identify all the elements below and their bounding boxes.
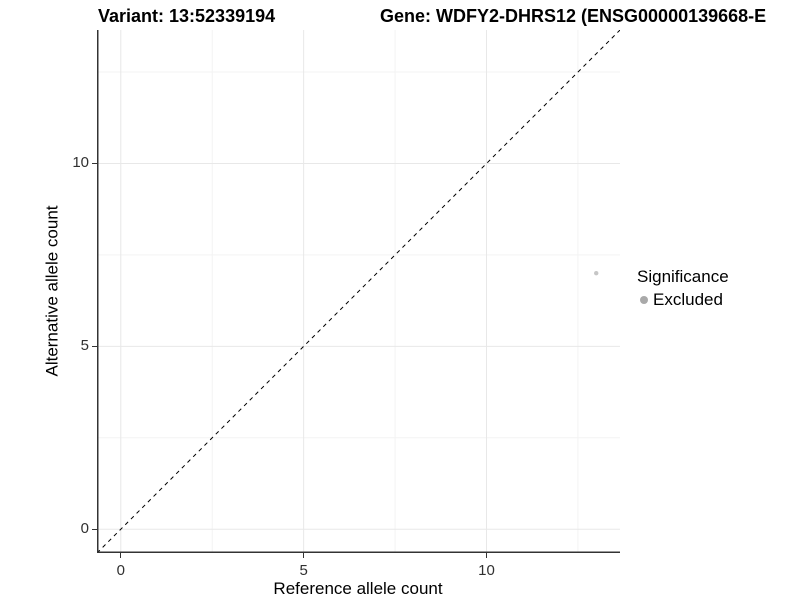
- gene-title: Gene: WDFY2-DHRS12 (ENSG00000139668-E: [380, 6, 767, 26]
- x-tick-mark: [120, 553, 122, 558]
- legend: Significance Excluded: [637, 267, 729, 310]
- legend-key-dot-icon: [640, 296, 648, 304]
- y-axis-label: Alternative allele count: [42, 205, 62, 377]
- y-tick-label: 10: [72, 154, 89, 172]
- legend-item-label: Excluded: [653, 290, 723, 309]
- y-tick-mark: [92, 345, 97, 347]
- x-tick-label: 10: [478, 562, 495, 579]
- identity-dashed-line: [97, 30, 620, 553]
- x-tick-label: 0: [116, 562, 125, 579]
- legend-item: Excluded: [637, 290, 729, 310]
- legend-items: Excluded: [637, 290, 729, 310]
- y-tick-mark: [92, 528, 97, 530]
- x-tick-label: 5: [299, 562, 308, 579]
- y-tick-label: 5: [80, 337, 89, 355]
- x-tick-mark: [303, 553, 305, 558]
- legend-title: Significance: [637, 267, 729, 286]
- variant-title: Variant: 13:52339194: [98, 6, 276, 26]
- y-tick-mark: [92, 162, 97, 164]
- plot-panel-svg: [97, 30, 620, 553]
- x-axis-label: Reference allele count: [273, 579, 443, 598]
- x-tick-mark: [486, 553, 487, 558]
- data-point: [594, 271, 599, 276]
- y-tick-label: 0: [80, 520, 89, 538]
